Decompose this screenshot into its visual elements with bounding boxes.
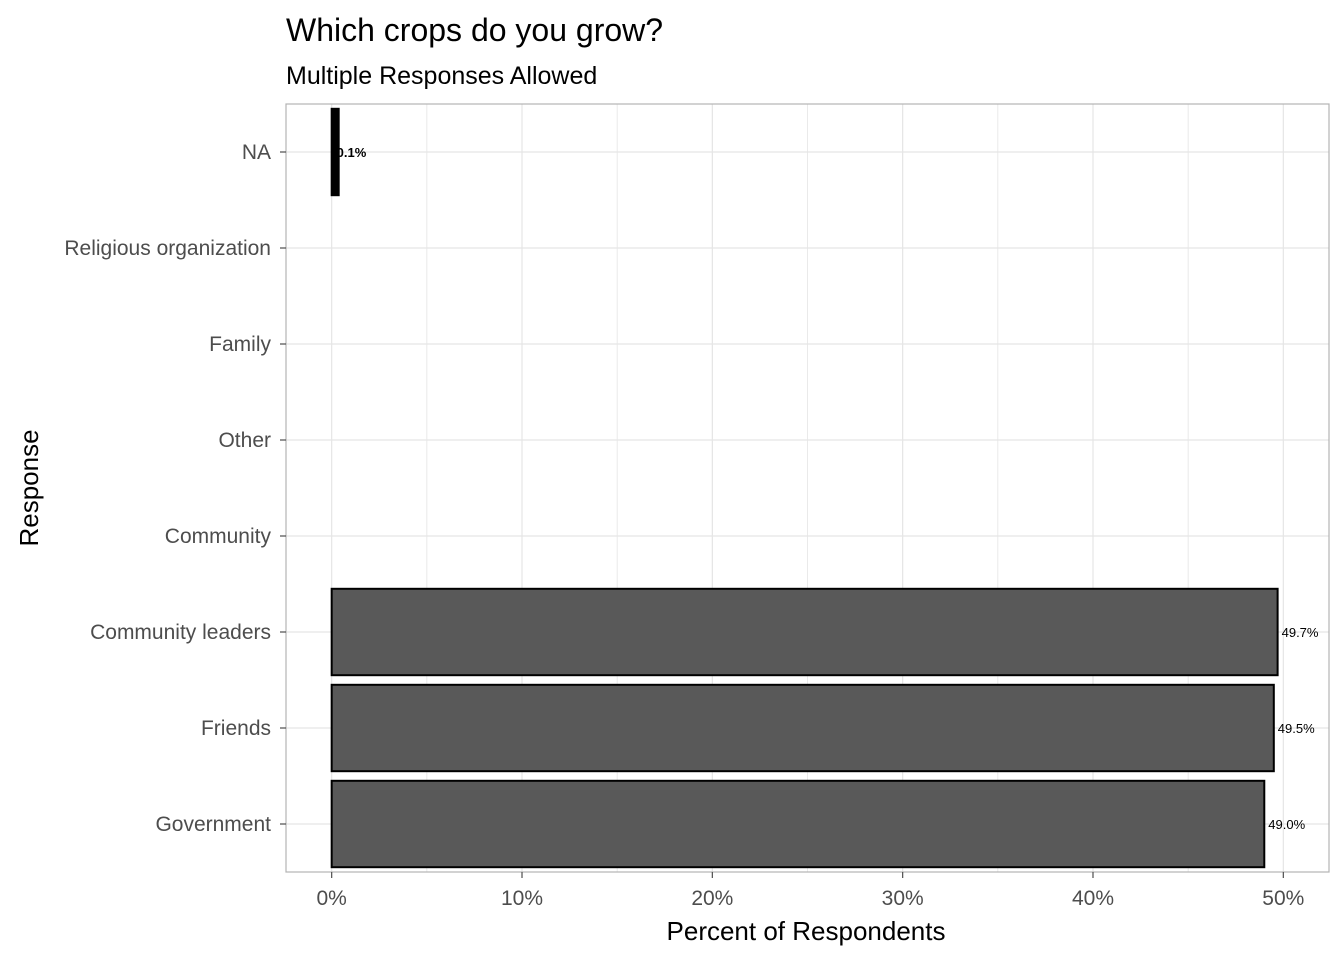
x-tick-label: 20%	[691, 887, 733, 910]
y-tick-label: Community leaders	[90, 621, 271, 644]
x-tick-label: 0%	[316, 887, 346, 910]
y-tick-label: Government	[155, 813, 271, 836]
bar	[330, 779, 1266, 869]
x-axis-title: Percent of Respondents	[667, 916, 946, 946]
x-tick-label: 50%	[1262, 887, 1304, 910]
bar	[330, 107, 340, 197]
data-label: 49.7%	[1282, 625, 1319, 640]
data-label: 49.0%	[1268, 817, 1305, 832]
chart-title: Which crops do you grow?	[286, 12, 663, 48]
y-tick-label: Friends	[201, 717, 271, 740]
bar	[330, 587, 1279, 677]
y-axis-title: Response	[14, 429, 44, 546]
y-tick-label: Religious organization	[64, 237, 271, 260]
bars: 49.0% 49.5% 49.7% 0.1%	[330, 107, 1319, 869]
x-tick-label: 10%	[501, 887, 543, 910]
axis-ticks: 0% 10% 20% 30% 40% 50% Government Friends Commun…	[64, 141, 1304, 910]
y-tick-label: Community	[165, 525, 272, 548]
bar	[330, 683, 1275, 773]
chart-subtitle: Multiple Responses Allowed	[286, 62, 597, 90]
panel-border	[285, 103, 1330, 873]
data-label: 0.1%	[337, 145, 367, 160]
y-tick-label: Family	[209, 333, 271, 356]
x-tick-label: 30%	[882, 887, 924, 910]
y-tick-label: NA	[242, 141, 271, 164]
x-tick-label: 40%	[1072, 887, 1114, 910]
data-label: 49.5%	[1278, 721, 1315, 736]
y-tick-label: Other	[218, 429, 271, 452]
